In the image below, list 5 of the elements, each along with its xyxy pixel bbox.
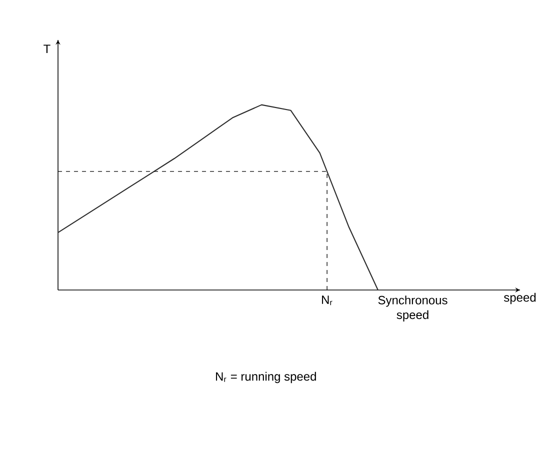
text: Synchronous speed bbox=[378, 296, 448, 322]
text: speed bbox=[504, 292, 536, 304]
text: N$_{r}$ = running speed bbox=[216, 372, 316, 384]
text: N$_{r}$ bbox=[322, 296, 332, 306]
y-axis-title: T bbox=[44, 44, 50, 53]
